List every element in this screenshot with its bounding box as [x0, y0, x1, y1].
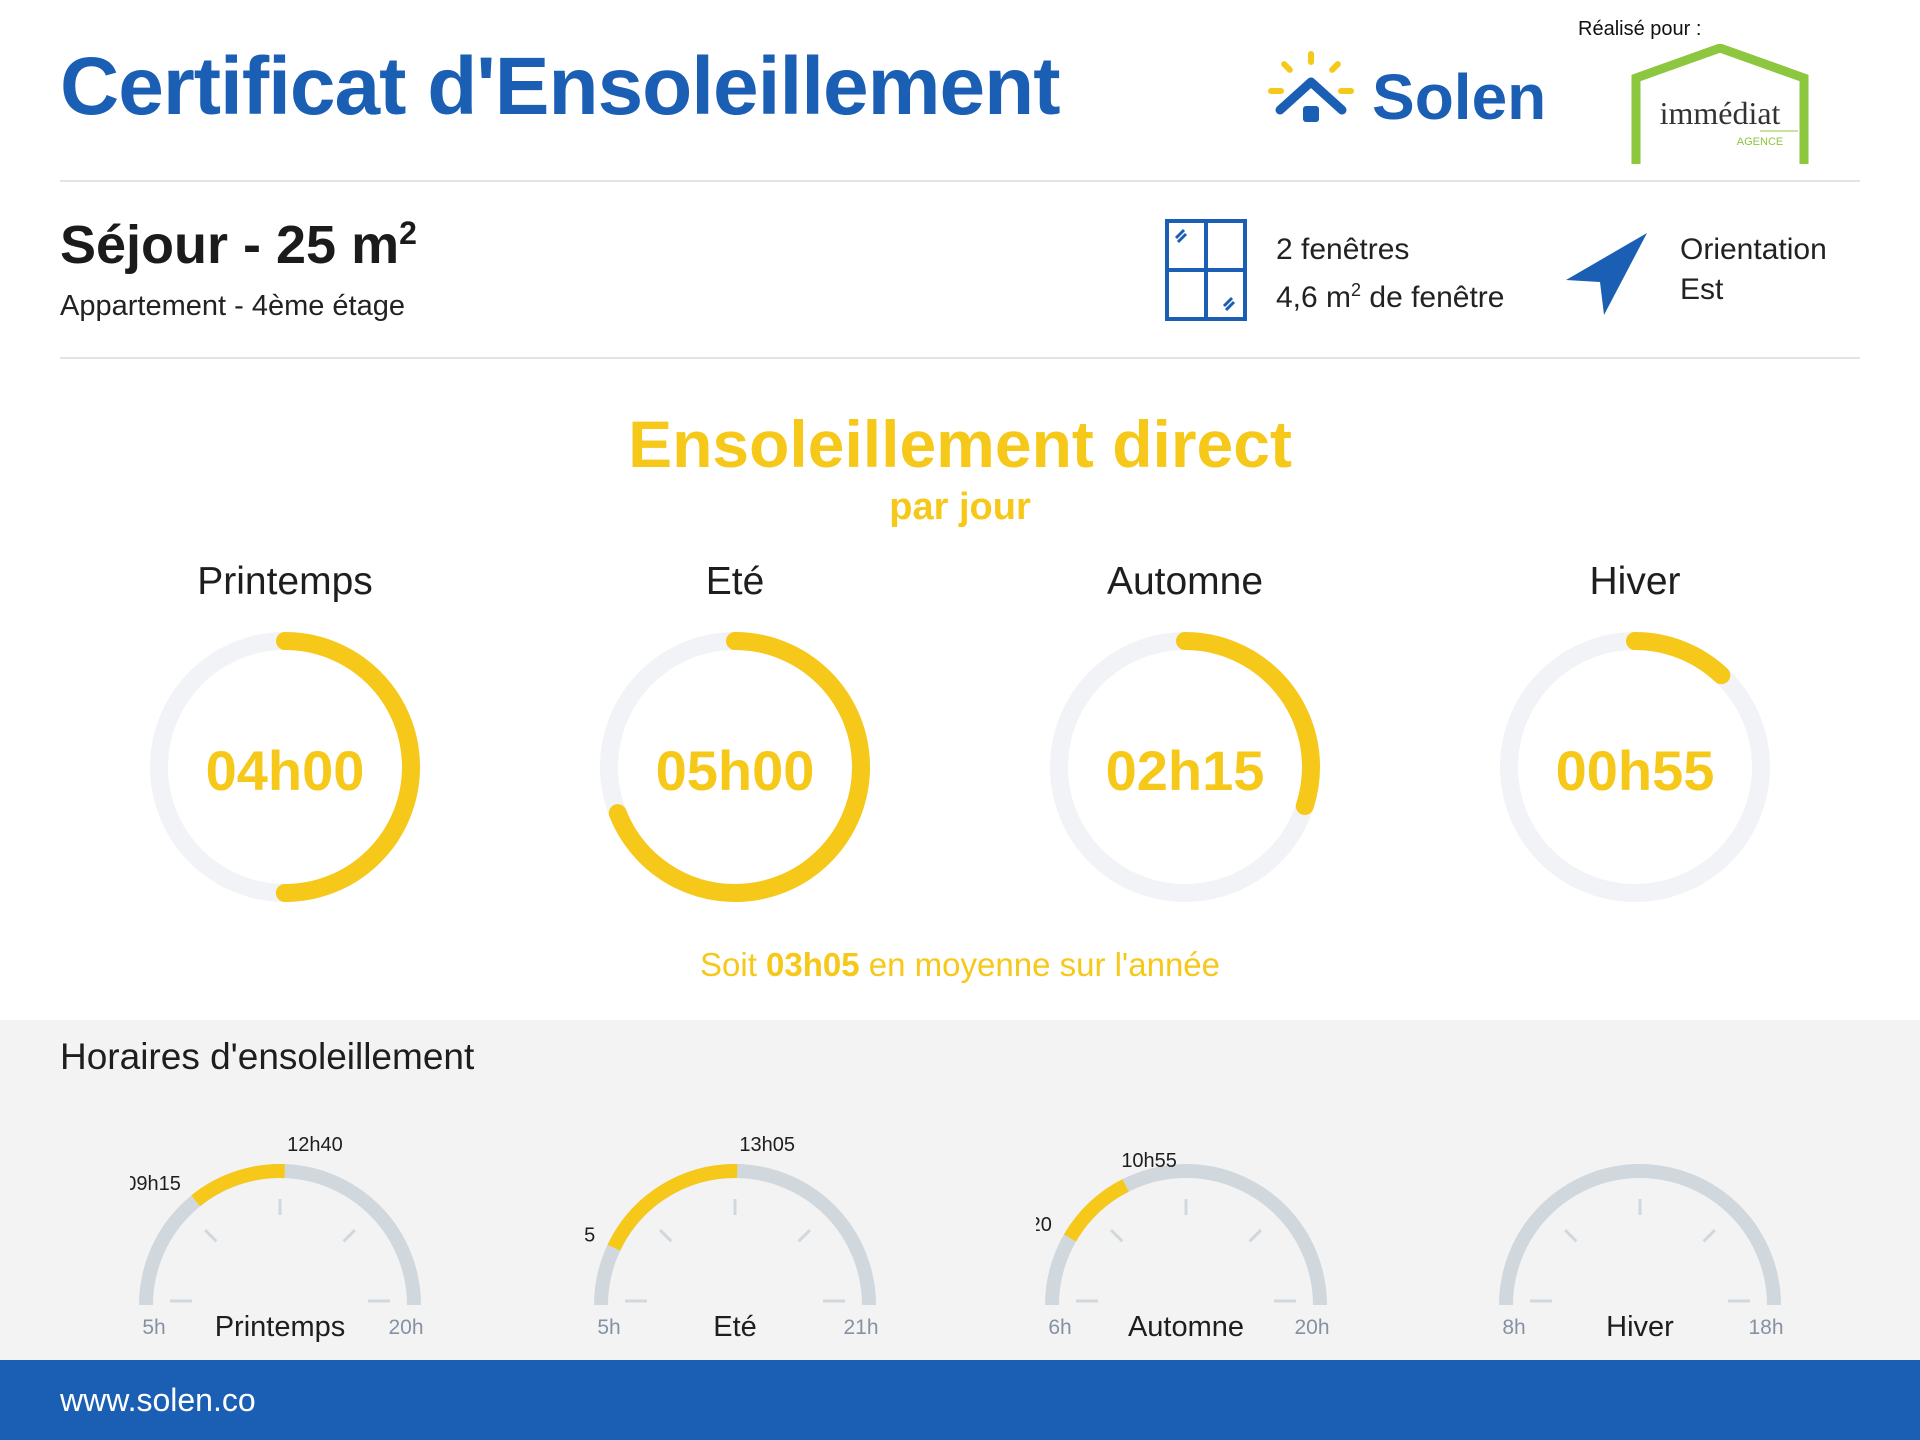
- ring-progress: [1050, 632, 1320, 902]
- agency-logo: immédiat AGENCE: [1631, 44, 1809, 164]
- gauge-min-label: 6h: [1048, 1316, 1071, 1339]
- sunshine-ring-printemps: [150, 632, 420, 902]
- gauge-track: [139, 1164, 421, 1306]
- sun-house-icon: [1268, 51, 1354, 122]
- sunshine-value-automne: 02h15: [1105, 739, 1265, 802]
- gauge-max-label: 21h: [843, 1316, 878, 1339]
- gauge-tick: [1702, 1228, 1717, 1243]
- windows-area: 4,6 m2 de fenêtre: [1276, 280, 1505, 314]
- agency-logo-text: immédiat: [1660, 95, 1781, 131]
- gauge-track: [1499, 1164, 1781, 1306]
- sunshine-hours-title: Horaires d'ensoleillement: [60, 1036, 475, 1077]
- orientation-value: Est: [1680, 273, 1724, 306]
- gauge-min-label: 8h: [1502, 1316, 1525, 1339]
- footer-link[interactable]: www.solen.co: [60, 1382, 256, 1418]
- footer-bar: [0, 1360, 1920, 1440]
- room-divider: [60, 357, 1860, 359]
- hours-gauge-printemps: 5h 20h Printemps 09h15 12h40: [130, 1134, 424, 1343]
- gauge-max-label: 20h: [1294, 1316, 1329, 1339]
- windows-info: 2 fenêtres 4,6 m2 de fenêtre: [1276, 230, 1504, 318]
- season-label-ete: Eté: [705, 560, 765, 603]
- gauge-max-label: 18h: [1748, 1316, 1783, 1339]
- hours-gauge-ete: 5h 21h Eté 07h15 13h05: [585, 1134, 879, 1343]
- gauge-start-label: 08h20: [1036, 1214, 1052, 1236]
- sunshine-title: Ensoleillement direct: [628, 407, 1292, 481]
- yearly-average: Soit 03h05 en moyenne sur l'année: [700, 946, 1220, 983]
- ring-progress: [600, 632, 870, 902]
- gauge-end-label: 10h55: [1121, 1150, 1177, 1172]
- gauge-start-label: 09h15: [130, 1173, 181, 1195]
- gauge-season-label: Automne: [1128, 1311, 1244, 1343]
- season-label-automne: Automne: [1106, 560, 1264, 603]
- gauge-sun-arc: [607, 1164, 738, 1251]
- agency-logo-subtext: AGENCE: [1737, 136, 1783, 148]
- room-subtitle: Appartement - 4ème étage: [60, 290, 405, 322]
- room-title: Séjour - 25 m2: [60, 215, 417, 275]
- gauge-end-label: 13h05: [739, 1134, 795, 1156]
- header-divider: [60, 180, 1860, 182]
- gauge-tick: [797, 1228, 812, 1243]
- sunshine-subtitle: par jour: [889, 486, 1031, 528]
- orientation-label: Orientation: [1680, 233, 1827, 266]
- page-title: Certificat d'Ensoleillement: [60, 41, 1061, 132]
- sunshine-ring-ete: [600, 632, 870, 902]
- gauge-tick: [1248, 1228, 1263, 1243]
- sunshine-ring-automne: [1050, 632, 1320, 902]
- gauge-tick: [658, 1228, 673, 1243]
- orientation-info: Orientation Est: [1680, 230, 1827, 310]
- gauge-min-label: 5h: [597, 1316, 620, 1339]
- gauge-max-label: 20h: [388, 1316, 423, 1339]
- ring-progress: [1500, 632, 1770, 902]
- brand-name: Solen: [1372, 61, 1547, 133]
- window-icon: [1165, 219, 1247, 321]
- windows-count: 2 fenêtres: [1276, 233, 1410, 266]
- gauge-sun-arc: [1063, 1179, 1129, 1242]
- gauge-sun-arc: [191, 1164, 285, 1207]
- sunshine-value-ete: 05h00: [655, 739, 815, 802]
- gauge-tick: [203, 1228, 218, 1243]
- solen-logo: [1268, 51, 1354, 122]
- gauge-start-label: 07h15: [585, 1225, 595, 1247]
- gauge-season-label: Printemps: [215, 1311, 346, 1343]
- sunshine-hours-panel: [0, 1020, 1920, 1360]
- sunshine-value-hiver: 00h55: [1555, 739, 1715, 802]
- sunshine-value-printemps: 04h00: [205, 739, 365, 802]
- gauge-season-label: Eté: [713, 1311, 757, 1343]
- orientation-arrow-icon: [1566, 233, 1647, 315]
- season-label-hiver: Hiver: [1589, 560, 1681, 603]
- made-for-label: Réalisé pour :: [1578, 18, 1702, 40]
- gauge-min-label: 5h: [142, 1316, 165, 1339]
- ring-progress: [150, 632, 420, 902]
- sunshine-ring-hiver: [1500, 632, 1770, 902]
- hours-gauge-automne: 6h 20h Automne 08h20 10h55: [1036, 1150, 1330, 1343]
- gauge-track: [1045, 1164, 1327, 1306]
- season-label-printemps: Printemps: [197, 560, 373, 603]
- gauge-track: [594, 1164, 876, 1306]
- gauge-season-label: Hiver: [1606, 1311, 1674, 1343]
- gauge-end-label: 12h40: [287, 1134, 343, 1156]
- gauge-tick: [1109, 1228, 1124, 1243]
- hours-gauge-hiver: 8h 18h Hiver: [1499, 1164, 1784, 1343]
- gauge-tick: [342, 1228, 357, 1243]
- gauge-tick: [1563, 1228, 1578, 1243]
